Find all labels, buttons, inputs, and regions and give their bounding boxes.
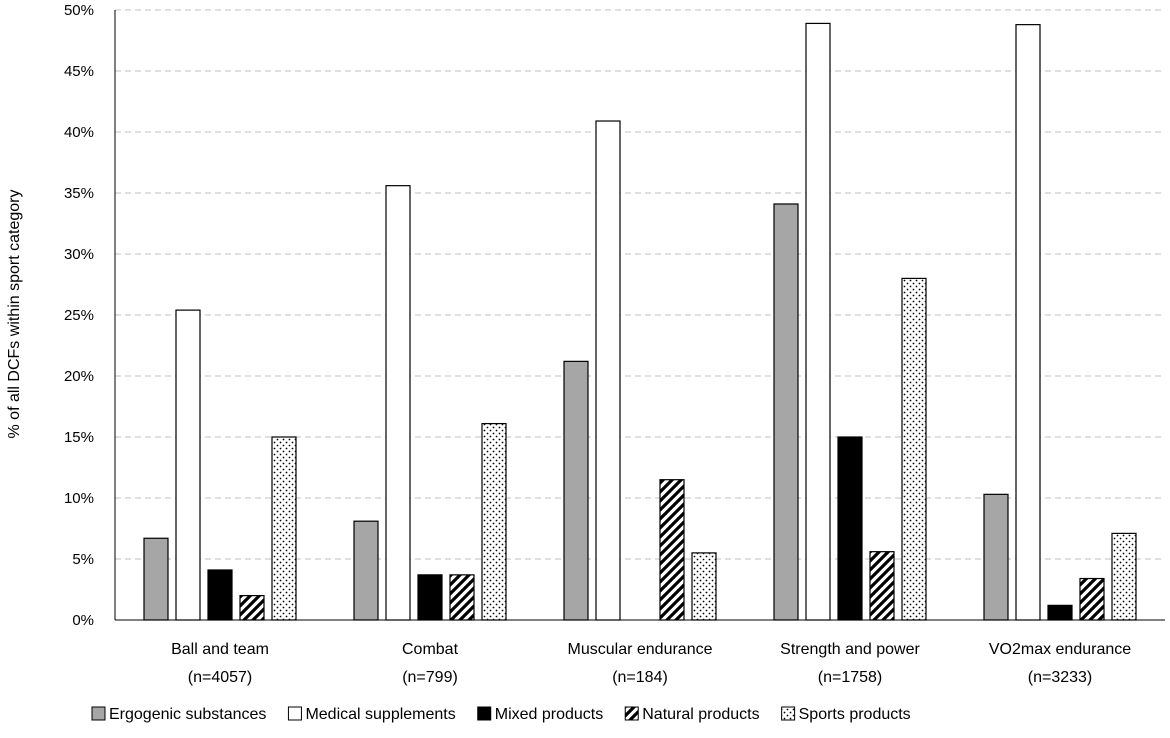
bar-sports-products bbox=[691, 552, 717, 621]
bars bbox=[143, 22, 1137, 621]
bar-ergogenic-substances bbox=[983, 493, 1009, 621]
bar-ergogenic-substances bbox=[773, 203, 799, 621]
x-category-count: (n=1758) bbox=[818, 669, 883, 686]
x-category-label: Combat bbox=[402, 641, 459, 658]
bar-sports-products bbox=[481, 422, 507, 621]
y-tick-label: 25% bbox=[64, 307, 94, 324]
bar-natural-products bbox=[1079, 577, 1105, 621]
y-tick-label: 35% bbox=[64, 185, 94, 202]
x-axis-category-labels: Ball and team (n=4057) Combat (n=799) Muscul… bbox=[171, 641, 1131, 686]
bar-medical-supplements bbox=[805, 22, 831, 621]
x-category-count: (n=3233) bbox=[1028, 669, 1093, 686]
y-tick-label: 40% bbox=[64, 124, 94, 141]
legend-label: Mixed products bbox=[495, 706, 604, 723]
axes bbox=[114, 10, 1165, 621]
y-tick-label: 45% bbox=[64, 63, 94, 80]
bar-medical-supplements bbox=[385, 185, 411, 621]
y-tick-label: 20% bbox=[64, 368, 94, 385]
legend-label: Ergogenic substances bbox=[109, 706, 266, 723]
bar-natural-products bbox=[659, 479, 685, 621]
y-tick-label: 10% bbox=[64, 490, 94, 507]
legend-label: Natural products bbox=[642, 706, 759, 723]
bar-medical-supplements bbox=[1015, 24, 1041, 621]
bar-natural-products bbox=[239, 594, 265, 621]
legend-swatch bbox=[477, 706, 492, 721]
x-category-label: VO2max endurance bbox=[989, 641, 1131, 658]
y-tick-label: 0% bbox=[72, 612, 94, 629]
legend-label: Sports products bbox=[799, 706, 911, 723]
bar-sports-products bbox=[271, 436, 297, 621]
y-tick-label: 30% bbox=[64, 246, 94, 263]
legend-swatch bbox=[287, 706, 302, 721]
bar-ergogenic-substances bbox=[143, 537, 169, 621]
x-category-count: (n=799) bbox=[402, 669, 458, 686]
legend-label: Medical supplements bbox=[305, 706, 455, 723]
y-axis-label: % of all DCFs within sport category bbox=[6, 190, 23, 439]
y-tick-label: 5% bbox=[72, 551, 94, 568]
x-category-label: Ball and team bbox=[171, 641, 269, 658]
x-category-count: (n=184) bbox=[612, 669, 668, 686]
legend: Ergogenic substances Medical supplements M… bbox=[91, 706, 911, 723]
legend-swatch bbox=[624, 706, 639, 721]
bar-medical-supplements bbox=[175, 309, 201, 621]
bar-mixed-products bbox=[207, 569, 233, 621]
bar-mixed-products bbox=[417, 574, 443, 621]
bar-mixed-products bbox=[837, 436, 863, 621]
bar-ergogenic-substances bbox=[563, 360, 589, 621]
legend-swatch bbox=[781, 706, 796, 721]
x-category-count: (n=4057) bbox=[188, 669, 253, 686]
bar-sports-products bbox=[901, 277, 927, 621]
y-tick-label: 15% bbox=[64, 429, 94, 446]
x-category-label: Strength and power bbox=[780, 641, 920, 658]
bar-medical-supplements bbox=[595, 120, 621, 621]
y-axis-ticks: 0% 5% 10% 15% 20% 25% 30% 35% 40% 45% 50% bbox=[64, 2, 94, 629]
x-category-label: Muscular endurance bbox=[568, 641, 713, 658]
legend-swatch bbox=[91, 706, 106, 721]
bar-natural-products bbox=[869, 551, 895, 621]
bar-sports-products bbox=[1111, 532, 1137, 621]
y-tick-label: 50% bbox=[64, 2, 94, 19]
bar-ergogenic-substances bbox=[353, 520, 379, 621]
bar-mixed-products bbox=[1047, 604, 1073, 621]
bar-natural-products bbox=[449, 574, 475, 621]
